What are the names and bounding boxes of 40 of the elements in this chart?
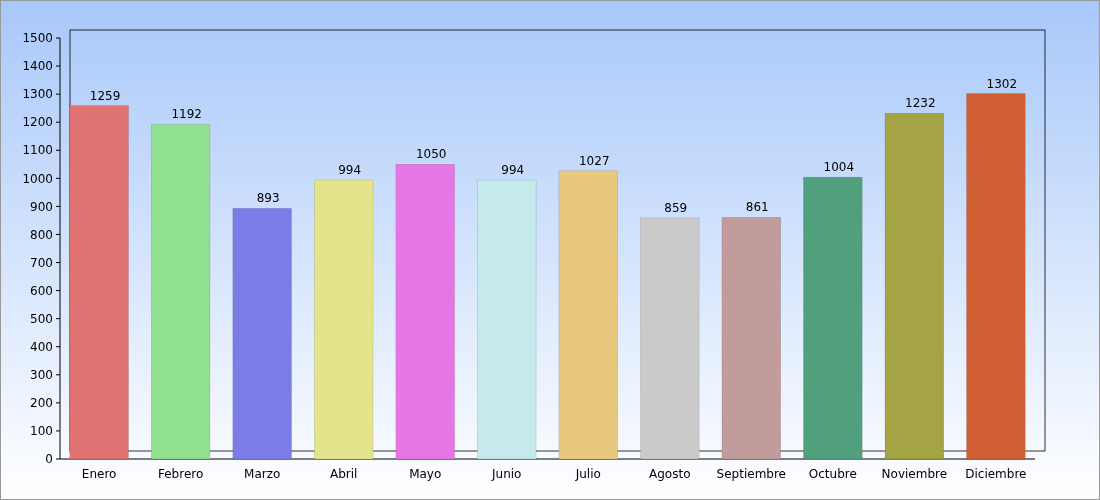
data-label: 1192 [171, 107, 202, 122]
y-tick-label: 400 [30, 339, 53, 354]
y-tick-label: 100 [30, 424, 53, 439]
data-label: 1050 [415, 147, 447, 162]
data-label: 893 [256, 191, 280, 206]
x-tick-label: Enero [81, 467, 117, 481]
y-tick-label: 0 [45, 452, 53, 467]
x-tick-label: Febrero [158, 467, 204, 481]
data-label: 994 [501, 163, 525, 178]
y-tick-label: 1400 [22, 59, 53, 74]
y-tick-label: 200 [30, 396, 53, 411]
x-tick-label: Septiembre [716, 467, 787, 481]
x-tick-label: Agosto [649, 467, 691, 481]
y-tick-label: 1300 [22, 87, 53, 102]
y-tick-label: 900 [30, 199, 53, 214]
data-label: 994 [338, 163, 362, 178]
data-label: 1232 [905, 96, 936, 111]
data-label: 861 [745, 200, 769, 215]
data-label: 1302 [986, 76, 1018, 91]
x-tick-label: Marzo [244, 467, 281, 481]
y-tick-label: 800 [30, 227, 53, 242]
y-tick-label: 600 [30, 283, 53, 298]
x-tick-label: Octubre [808, 467, 857, 481]
y-tick-label: 1100 [22, 143, 53, 158]
x-tick-label: Mayo [409, 467, 442, 481]
x-tick-label: Noviembre [881, 467, 948, 481]
x-tick-label: Diciembre [965, 467, 1027, 481]
x-tick-label: Abril [329, 467, 358, 481]
data-label: 859 [664, 200, 688, 215]
y-tick-label: 1000 [22, 171, 53, 186]
data-label: 1259 [89, 88, 121, 103]
y-tick-label: 1500 [22, 31, 53, 46]
y-tick-label: 500 [30, 311, 53, 326]
x-tick-label: Julio [574, 467, 601, 481]
x-tick-label: Junio [491, 467, 522, 481]
data-label: 1004 [823, 160, 855, 175]
data-label: 1027 [578, 153, 610, 168]
y-tick-label: 300 [30, 368, 53, 382]
y-tick-label: 700 [30, 255, 53, 270]
y-tick-label: 1200 [22, 115, 53, 130]
